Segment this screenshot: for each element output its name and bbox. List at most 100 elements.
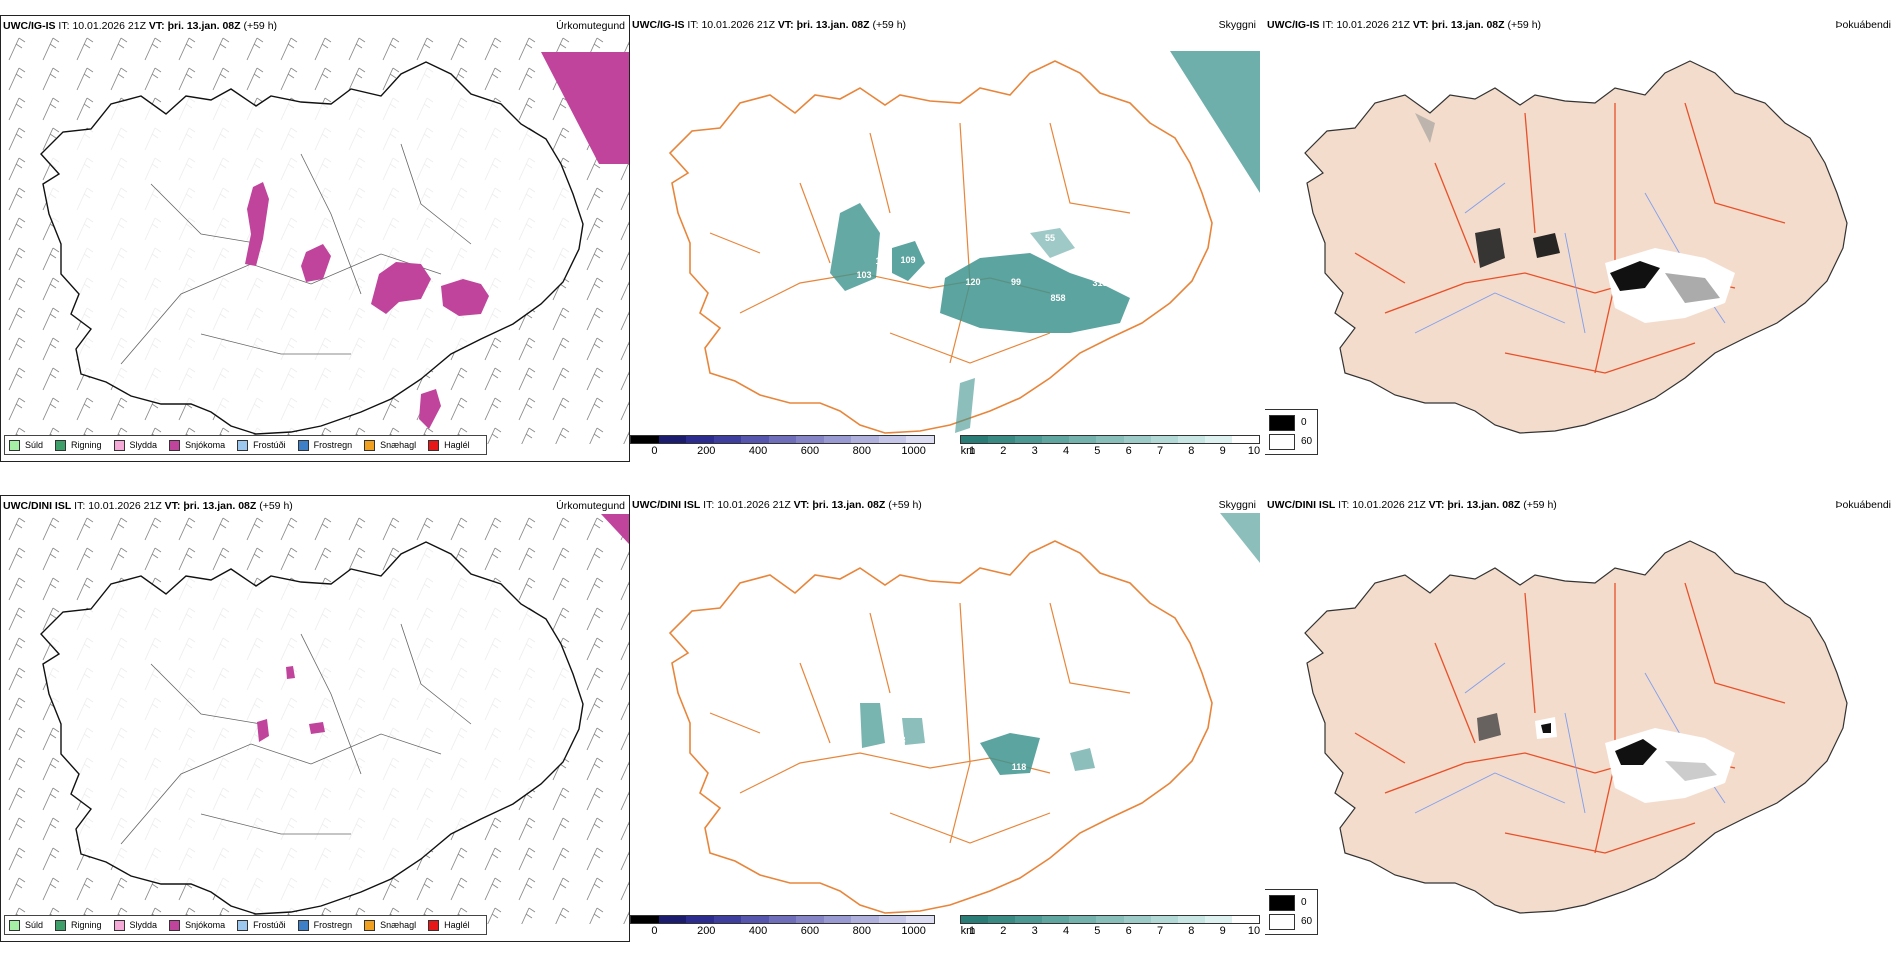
- colorbar-tick: 400: [748, 925, 768, 937]
- panel-title: Úrkomutegund: [556, 20, 625, 32]
- ceiling-label: 120: [965, 277, 980, 287]
- fog-panel-1: 0 60 UWC/IG-IS IT: 10.01.2026 21Z VT: þr…: [1265, 15, 1895, 475]
- colorbar-tick: 1000: [901, 925, 926, 937]
- cloud-panel-2: UWC/DINI ISL IT: 10.01.2026 21Z VT: þri.…: [630, 495, 1260, 955]
- colorbar-tick: 6: [1125, 925, 1132, 937]
- colorbar-tick: 2: [1000, 445, 1007, 457]
- panel-header: UWC/IG-IS IT: 10.01.2026 21Z VT: þri. 13…: [1267, 19, 1542, 31]
- legend-swatch: [169, 919, 181, 931]
- fog-legend: 0 60: [1265, 409, 1318, 455]
- snow-area: [245, 182, 269, 266]
- ceiling-label: 118: [1012, 762, 1027, 772]
- legend-label: Frostregn: [313, 440, 353, 450]
- legend-label: Slydda: [129, 920, 158, 930]
- legend-item: Haglél: [428, 919, 470, 931]
- panel-header: UWC/IG-IS IT: 10.01.2026 21Z VT: þri. 13…: [632, 19, 907, 31]
- precip-type-panel-1: UWC/IG-IS IT: 10.01.2026 21Z VT: þri. 13…: [0, 15, 630, 462]
- legend-swatch: [237, 439, 249, 451]
- legend-label: Haglél: [444, 920, 470, 930]
- legend-item: Slydda: [113, 439, 158, 451]
- snow-area: [371, 262, 431, 314]
- colorbar-tick: 8: [1188, 445, 1195, 457]
- legend-label: Súld: [25, 920, 44, 930]
- colorbar-tick: 7: [1156, 925, 1164, 937]
- colorbar-tick: 9: [1219, 445, 1226, 457]
- precip-legend: Súld Rigning Slydda Snjókoma Frostúði Frostre…: [4, 435, 487, 455]
- visibility-colorbar: km 1 2 3 4 5 6 7 8 9 10: [960, 915, 1260, 938]
- legend-label: Haglél: [444, 440, 470, 450]
- ceiling-label: 103: [856, 270, 871, 280]
- colorbar-tick: 1: [968, 445, 976, 457]
- legend-swatch: [113, 439, 125, 451]
- snow-area: [419, 389, 441, 429]
- colorbar-tick: 5: [1094, 925, 1101, 937]
- legend-swatch: [169, 439, 181, 451]
- legend-swatch: [428, 439, 440, 451]
- legend-label: Rigning: [71, 920, 102, 930]
- fog-map: [1304, 540, 1848, 914]
- ceiling-label: 858: [1050, 293, 1065, 303]
- colorbar-tick: 400: [748, 445, 768, 457]
- panel-title: Skyggni: [1218, 19, 1256, 31]
- fog-legend: 0 60: [1265, 889, 1318, 935]
- legend-label: Frostúði: [253, 440, 286, 450]
- snow-area: [541, 52, 629, 164]
- legend-swatch: [9, 439, 20, 451]
- ceiling-label: 55: [1045, 233, 1055, 243]
- colorbar-tick: 3: [1031, 925, 1038, 937]
- ceiling-colorbar: m02004006008001000: [630, 915, 935, 938]
- legend-item: Frostregn: [297, 919, 352, 931]
- visibility-colorbar: km 1 2 3 4 5 6 7 8 9 10: [960, 435, 1260, 458]
- fog-panel-2: 0 60 UWC/DINI ISL IT: 10.01.2026 21Z VT:…: [1265, 495, 1895, 955]
- legend-swatch: [364, 439, 376, 451]
- ceiling-label: 318: [1092, 278, 1107, 288]
- colorbar-tick: 600: [800, 445, 820, 457]
- ceiling-label: 591: [940, 737, 955, 747]
- legend-label: Snæhagl: [380, 920, 417, 930]
- legend-item: Snjókoma: [169, 439, 225, 451]
- legend-label: Súld: [25, 440, 44, 450]
- colorbar-tick: 1000: [901, 445, 926, 457]
- ceiling-label: 193: [890, 735, 905, 745]
- cloud-panel-1: UWC/IG-IS IT: 10.01.2026 21Z VT: þri. 13…: [630, 15, 1260, 475]
- legend-swatch: [297, 919, 309, 931]
- legend-swatch: [113, 919, 125, 931]
- colorbar-tick: 3: [1031, 445, 1038, 457]
- colorbar-tick: 200: [697, 925, 716, 937]
- legend-item: Súld: [9, 439, 44, 451]
- legend-swatch: [55, 919, 67, 931]
- legend-label: Snæhagl: [380, 440, 417, 450]
- snow-area: [309, 722, 325, 734]
- legend-label: Slydda: [129, 440, 158, 450]
- legend-swatch: [297, 439, 309, 451]
- legend-swatch: [364, 919, 376, 931]
- legend-swatch: [9, 919, 20, 931]
- ceiling-label: 153: [875, 256, 890, 266]
- legend-swatch: [55, 439, 67, 451]
- legend-item: Slydda: [113, 919, 158, 931]
- colorbar-tick: 2: [1000, 925, 1007, 937]
- legend-label: Snjókoma: [185, 920, 226, 930]
- colorbar-tick: 6: [1125, 445, 1132, 457]
- colorbar-tick: 7: [1156, 445, 1164, 457]
- colorbar-tick: 200: [697, 445, 716, 457]
- panel-header: UWC/IG-IS IT: 10.01.2026 21Z VT: þri. 13…: [3, 20, 278, 32]
- legend-item: Rigning: [55, 439, 102, 451]
- colorbar-tick: 800: [852, 445, 871, 457]
- colorbar-tick: 0: [651, 445, 658, 457]
- legend-item: Frostúði: [237, 439, 286, 451]
- snow-area: [301, 244, 331, 282]
- legend-swatch: [237, 919, 249, 931]
- precip-map: [1, 514, 629, 924]
- legend-item: Snæhagl: [364, 439, 417, 451]
- legend-item: Haglél: [428, 439, 470, 451]
- legend-label: Frostúði: [253, 920, 286, 930]
- legend-label: Rigning: [71, 440, 102, 450]
- panel-header: UWC/DINI ISL IT: 10.01.2026 21Z VT: þri.…: [1267, 499, 1557, 511]
- precip-type-panel-2: UWC/DINI ISL IT: 10.01.2026 21Z VT: þri.…: [0, 495, 630, 942]
- legend-item: Frostúði: [237, 919, 286, 931]
- colorbar-tick: 800: [852, 925, 871, 937]
- legend-item: Snæhagl: [364, 919, 417, 931]
- cloud-map: 153 103 109 120 99 858 318 55: [668, 51, 1260, 434]
- colorbar-tick: 8: [1188, 925, 1195, 937]
